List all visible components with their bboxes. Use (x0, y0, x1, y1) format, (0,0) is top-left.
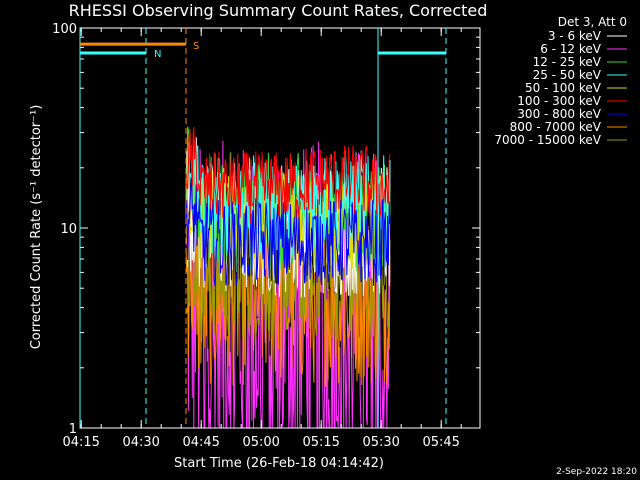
chart-title: RHESSI Observing Summary Count Rates, Co… (69, 1, 488, 20)
legend-label-7: 800 - 7000 keV (510, 120, 602, 134)
x-tick-label: 05:45 (422, 435, 459, 450)
x-tick-label: 05:15 (302, 435, 339, 450)
y-tick-label: 1 (69, 422, 77, 437)
legend-label-6: 300 - 800 keV (517, 107, 601, 121)
x-tick-label: 05:00 (242, 435, 279, 450)
y-axis-label: Corrected Count Rate (s⁻¹ detector⁻¹) (29, 105, 44, 350)
footer-date: 2-Sep-2022 18:20 (556, 467, 637, 477)
night-bar-label: N (154, 49, 161, 60)
x-tick-label: 04:45 (182, 435, 219, 450)
legend-label-5: 100 - 300 keV (517, 94, 601, 108)
legend-label-8: 7000 - 15000 keV (494, 133, 601, 147)
x-tick-label: 04:30 (122, 435, 159, 450)
series-line-8 (185, 211, 391, 340)
series-line-5 (185, 127, 391, 224)
legend-label-1: 6 - 12 keV (540, 42, 602, 56)
series-line-7 (185, 207, 391, 388)
y-tick-label: 100 (52, 22, 77, 37)
legend-header: Det 3, Att 0 (558, 15, 627, 29)
legend-label-3: 25 - 50 keV (533, 68, 602, 82)
x-tick-label: 05:30 (362, 435, 399, 450)
saa-bar-label: S (193, 41, 199, 52)
x-axis-label: Start Time (26-Feb-18 04:14:42) (174, 456, 384, 471)
legend-label-0: 3 - 6 keV (548, 29, 602, 43)
x-tick-label: 04:15 (62, 435, 99, 450)
y-tick-label: 10 (60, 222, 77, 237)
series-line-6 (185, 177, 391, 286)
legend-label-4: 50 - 100 keV (525, 81, 602, 95)
plot-area (185, 126, 391, 429)
legend-label-2: 12 - 25 keV (533, 55, 602, 69)
